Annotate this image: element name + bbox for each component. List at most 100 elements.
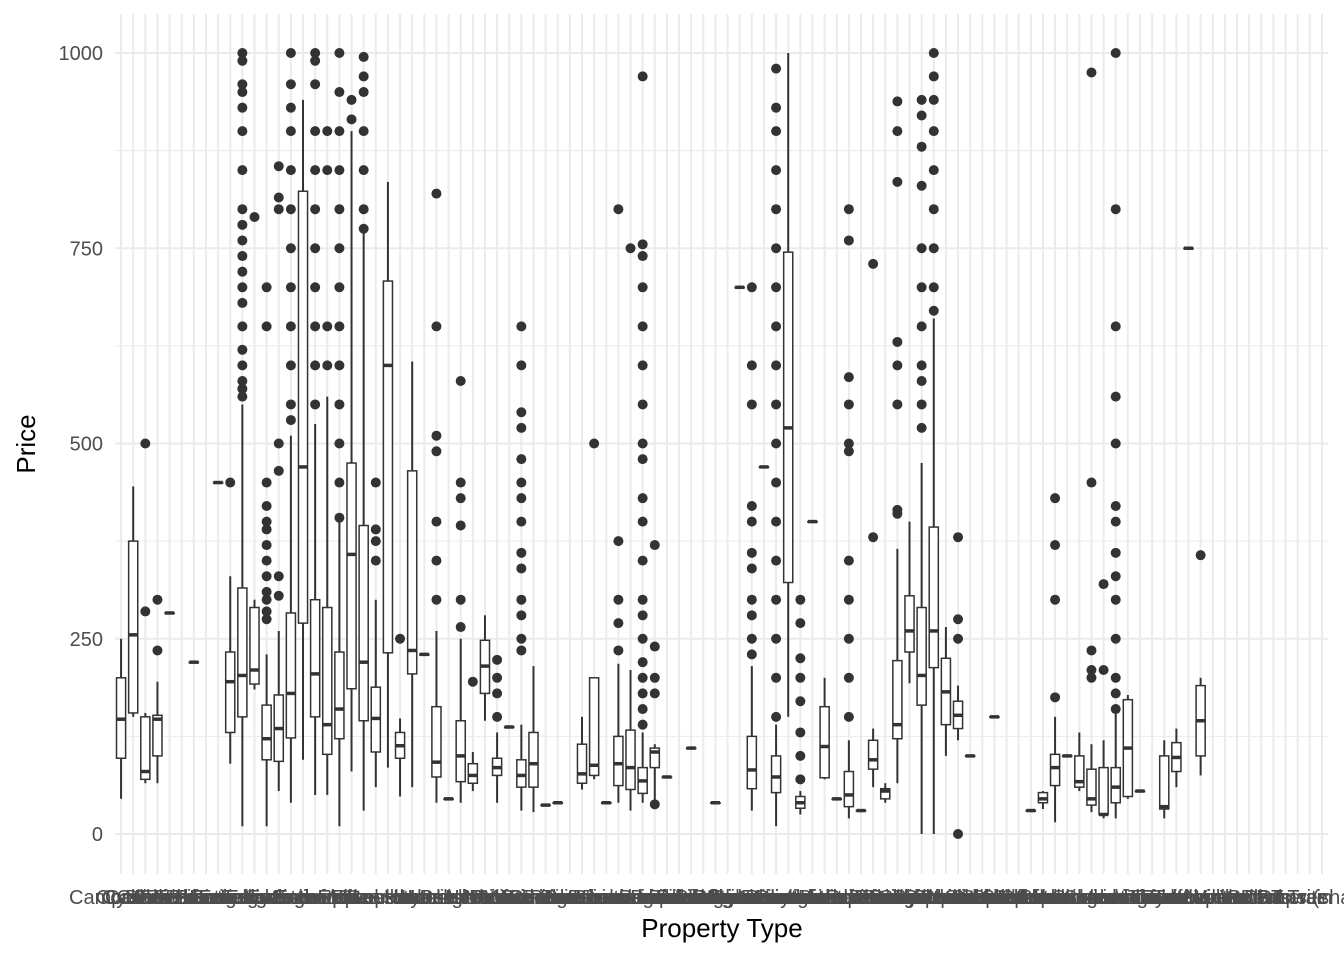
outlier-point [843, 711, 854, 722]
box-group [649, 540, 661, 810]
box-group [685, 746, 697, 750]
x-category-label: Houseboat [400, 887, 497, 909]
x-category-label: Other [508, 887, 558, 909]
outlier-point [516, 454, 527, 465]
outlier-point [346, 94, 357, 105]
box-layer [115, 48, 1206, 839]
box-group [552, 801, 564, 805]
box-group [249, 212, 260, 690]
x-category-label: Private room in loft [693, 887, 860, 909]
outlier-point [1098, 579, 1109, 590]
outlier-point [285, 165, 296, 176]
x-category-label: Minsu [483, 887, 536, 909]
outlier-point [431, 446, 442, 457]
x-category-label: Entire cabin [165, 887, 271, 909]
x-category-label: Earth house [140, 887, 248, 909]
x-category-label: Private room in rental unit [711, 887, 939, 909]
x-category-label: Boat [1241, 887, 1283, 909]
box-group [516, 321, 527, 811]
outlier-point [916, 282, 927, 293]
outlier-point [771, 126, 782, 137]
outlier-point [953, 829, 964, 839]
outlier-point [928, 243, 939, 254]
outlier-point [285, 415, 296, 426]
box-body [770, 755, 782, 794]
outlier-point [431, 321, 442, 332]
outlier-point [916, 94, 927, 105]
x-category-label: Villa [1194, 887, 1232, 909]
x-category-label: Private room in casa particular [471, 887, 741, 909]
outlier-point [1086, 664, 1097, 675]
outlier-point [237, 321, 248, 332]
outlier-point [237, 48, 248, 58]
outlier-point [843, 446, 854, 457]
x-category-label: Pension [509, 887, 581, 909]
x-category-label: Entire cottage [193, 887, 316, 909]
x-category-label: Private room in bed and breakfast [420, 887, 721, 909]
outlier-point [1195, 550, 1206, 561]
outlier-point [589, 438, 600, 449]
box-group [940, 627, 952, 756]
x-category-label: Private room in cabin [500, 887, 688, 909]
outlier-point [516, 633, 527, 644]
outlier-point [431, 188, 442, 199]
outlier-point [1110, 688, 1121, 699]
outlier-point [843, 594, 854, 605]
outlier-point [492, 672, 503, 683]
outlier-point [237, 165, 248, 176]
box-group [285, 48, 297, 803]
box-body [334, 651, 345, 740]
outlier-point [261, 571, 272, 582]
x-category-label: Entire condominium [154, 887, 331, 909]
x-category-label: Entire serviced apartment [225, 887, 453, 909]
outlier-point [843, 235, 854, 246]
y-tick-label: 500 [70, 434, 103, 456]
x-category-label: Serviced apartment [920, 887, 1094, 909]
outlier-point [1086, 645, 1097, 656]
outlier-point [431, 430, 442, 441]
outlier-point [1110, 500, 1121, 511]
box-body [819, 705, 830, 779]
outlier-point [928, 71, 939, 82]
box-group [528, 666, 539, 813]
box-group [455, 376, 467, 803]
outlier-point [237, 376, 248, 387]
x-category-label: Room in hostel [903, 887, 1036, 909]
box-group [1086, 67, 1097, 813]
x-category-label: Shared room in tent [1052, 887, 1228, 909]
box-body [127, 540, 139, 714]
outlier-point [637, 282, 648, 293]
outlier-point [516, 547, 527, 558]
outlier-point [637, 493, 648, 504]
outlier-point [285, 360, 296, 371]
box-group [964, 754, 976, 758]
outlier-point [237, 297, 248, 308]
box-group [831, 797, 843, 801]
outlier-point [237, 204, 248, 215]
outlier-point [771, 165, 782, 176]
outlier-point [1110, 704, 1121, 715]
outlier-point [358, 204, 369, 215]
x-category-label: Entire villa [318, 887, 411, 909]
outlier-point [771, 63, 782, 74]
outlier-point [455, 376, 466, 387]
outlier-point [237, 282, 248, 293]
outlier-point [261, 477, 272, 488]
outlier-point [358, 87, 369, 98]
outlier-point [431, 516, 442, 527]
outlier-point [237, 55, 248, 66]
outlier-point [237, 102, 248, 113]
box-body [516, 759, 527, 788]
outlier-point [237, 126, 248, 137]
outlier-point [637, 672, 648, 683]
box-group [807, 519, 818, 524]
box-body [261, 704, 272, 761]
x-category-label: Hotel [401, 887, 448, 909]
y-tick-label: 1000 [59, 43, 104, 65]
outlier-point [285, 399, 296, 410]
box-body [467, 762, 479, 784]
outlier-point [916, 110, 927, 121]
outlier-point [843, 672, 854, 683]
